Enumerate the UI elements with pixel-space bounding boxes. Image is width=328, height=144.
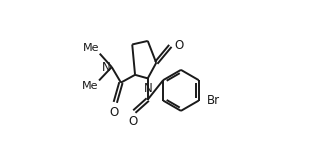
Text: Me: Me <box>82 81 98 91</box>
Text: N: N <box>144 82 153 95</box>
Text: N: N <box>102 61 111 74</box>
Text: O: O <box>128 115 137 128</box>
Text: O: O <box>109 106 118 119</box>
Text: O: O <box>174 39 183 52</box>
Text: Br: Br <box>206 94 219 107</box>
Text: Me: Me <box>83 43 99 53</box>
